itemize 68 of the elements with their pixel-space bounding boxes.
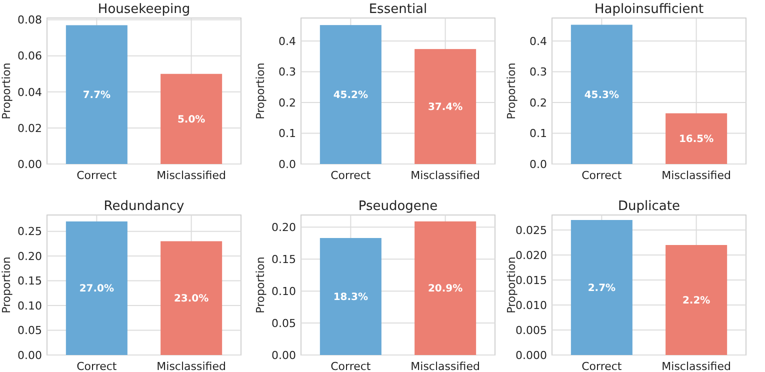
y-axis-title: Proportion	[254, 62, 267, 120]
y-axis-title: Proportion	[0, 256, 13, 314]
x-tick-label: Misclassified	[662, 360, 731, 372]
y-tick-label: 0.10	[18, 299, 42, 312]
data-label: 16.5%	[678, 134, 714, 146]
y-tick-label: 0.20	[272, 220, 296, 234]
y-tick-label: 0.15	[18, 274, 42, 288]
y-tick-label: 0.15	[272, 252, 296, 266]
data-label: 5.0%	[177, 114, 206, 126]
y-tick-label: 0.08	[18, 14, 42, 27]
x-tick-label: Correct	[330, 169, 372, 182]
data-label: 37.4%	[428, 102, 463, 114]
y-axis-title: Proportion	[505, 256, 518, 314]
y-tick-label: 0.000	[516, 348, 547, 362]
y-tick-label: 0.20	[18, 250, 42, 263]
data-label: 23.0%	[174, 294, 209, 305]
y-tick-label: 0.4	[530, 34, 547, 48]
y-tick-label: 0.015	[516, 274, 547, 287]
y-tick-label: 0.3	[530, 66, 547, 79]
y-axis-title: Proportion	[254, 256, 267, 314]
y-axis-title: Proportion	[0, 62, 13, 120]
x-tick-label: Misclassified	[662, 169, 731, 182]
data-label: 7.7%	[82, 90, 111, 102]
y-tick-label: 0.2	[278, 96, 296, 110]
data-label: 45.2%	[333, 90, 368, 102]
y-tick-label: 0.02	[18, 122, 42, 135]
y-tick-label: 0.010	[516, 298, 547, 312]
y-tick-label: 0.05	[18, 324, 42, 338]
y-tick-label: 0.0	[530, 158, 547, 171]
y-tick-label: 0.3	[278, 66, 296, 79]
x-tick-label: Misclassified	[410, 169, 480, 182]
y-tick-label: 0.005	[516, 324, 547, 337]
x-tick-label: Misclassified	[410, 360, 480, 372]
y-tick-label: 0.00	[18, 158, 42, 171]
x-tick-label: Correct	[330, 360, 372, 372]
x-tick-label: Misclassified	[156, 169, 226, 182]
x-tick-label: Correct	[76, 169, 118, 182]
chart-title: Duplicate	[618, 199, 680, 214]
chart-title: Essential	[368, 2, 428, 17]
chart-title: Housekeeping	[98, 2, 190, 17]
x-tick-label: Correct	[582, 360, 622, 372]
x-tick-label: Misclassified	[156, 360, 226, 372]
y-tick-label: 0.025	[516, 224, 547, 237]
y-tick-label: 0.00	[18, 348, 42, 362]
x-tick-label: Correct	[582, 169, 622, 182]
chart-title: Pseudogene	[358, 199, 438, 214]
y-tick-label: 0.1	[530, 127, 547, 140]
data-label: 2.7%	[588, 283, 616, 294]
y-tick-label: 0.10	[272, 284, 296, 298]
data-label: 45.3%	[584, 90, 620, 101]
chart-title: Haploinsufficient	[594, 2, 704, 17]
y-axis-title: Proportion	[505, 62, 518, 120]
data-label: 27.0%	[79, 284, 114, 295]
x-tick-label: Correct	[76, 360, 118, 372]
y-tick-label: 0.1	[278, 127, 296, 140]
data-label: 2.2%	[682, 296, 710, 306]
data-label: 20.9%	[428, 284, 463, 295]
y-tick-label: 0.04	[18, 86, 42, 99]
y-tick-label: 0.05	[272, 316, 296, 330]
y-tick-label: 0.00	[272, 348, 296, 362]
y-tick-label: 0.06	[18, 50, 42, 63]
chart-title: Redundancy	[104, 199, 185, 214]
y-tick-label: 0.2	[530, 96, 547, 110]
y-tick-label: 0.0	[278, 158, 296, 171]
y-tick-label: 0.4	[278, 34, 296, 48]
y-tick-label: 0.25	[18, 225, 42, 238]
data-label: 18.3%	[333, 292, 368, 304]
y-tick-label: 0.020	[516, 248, 547, 262]
